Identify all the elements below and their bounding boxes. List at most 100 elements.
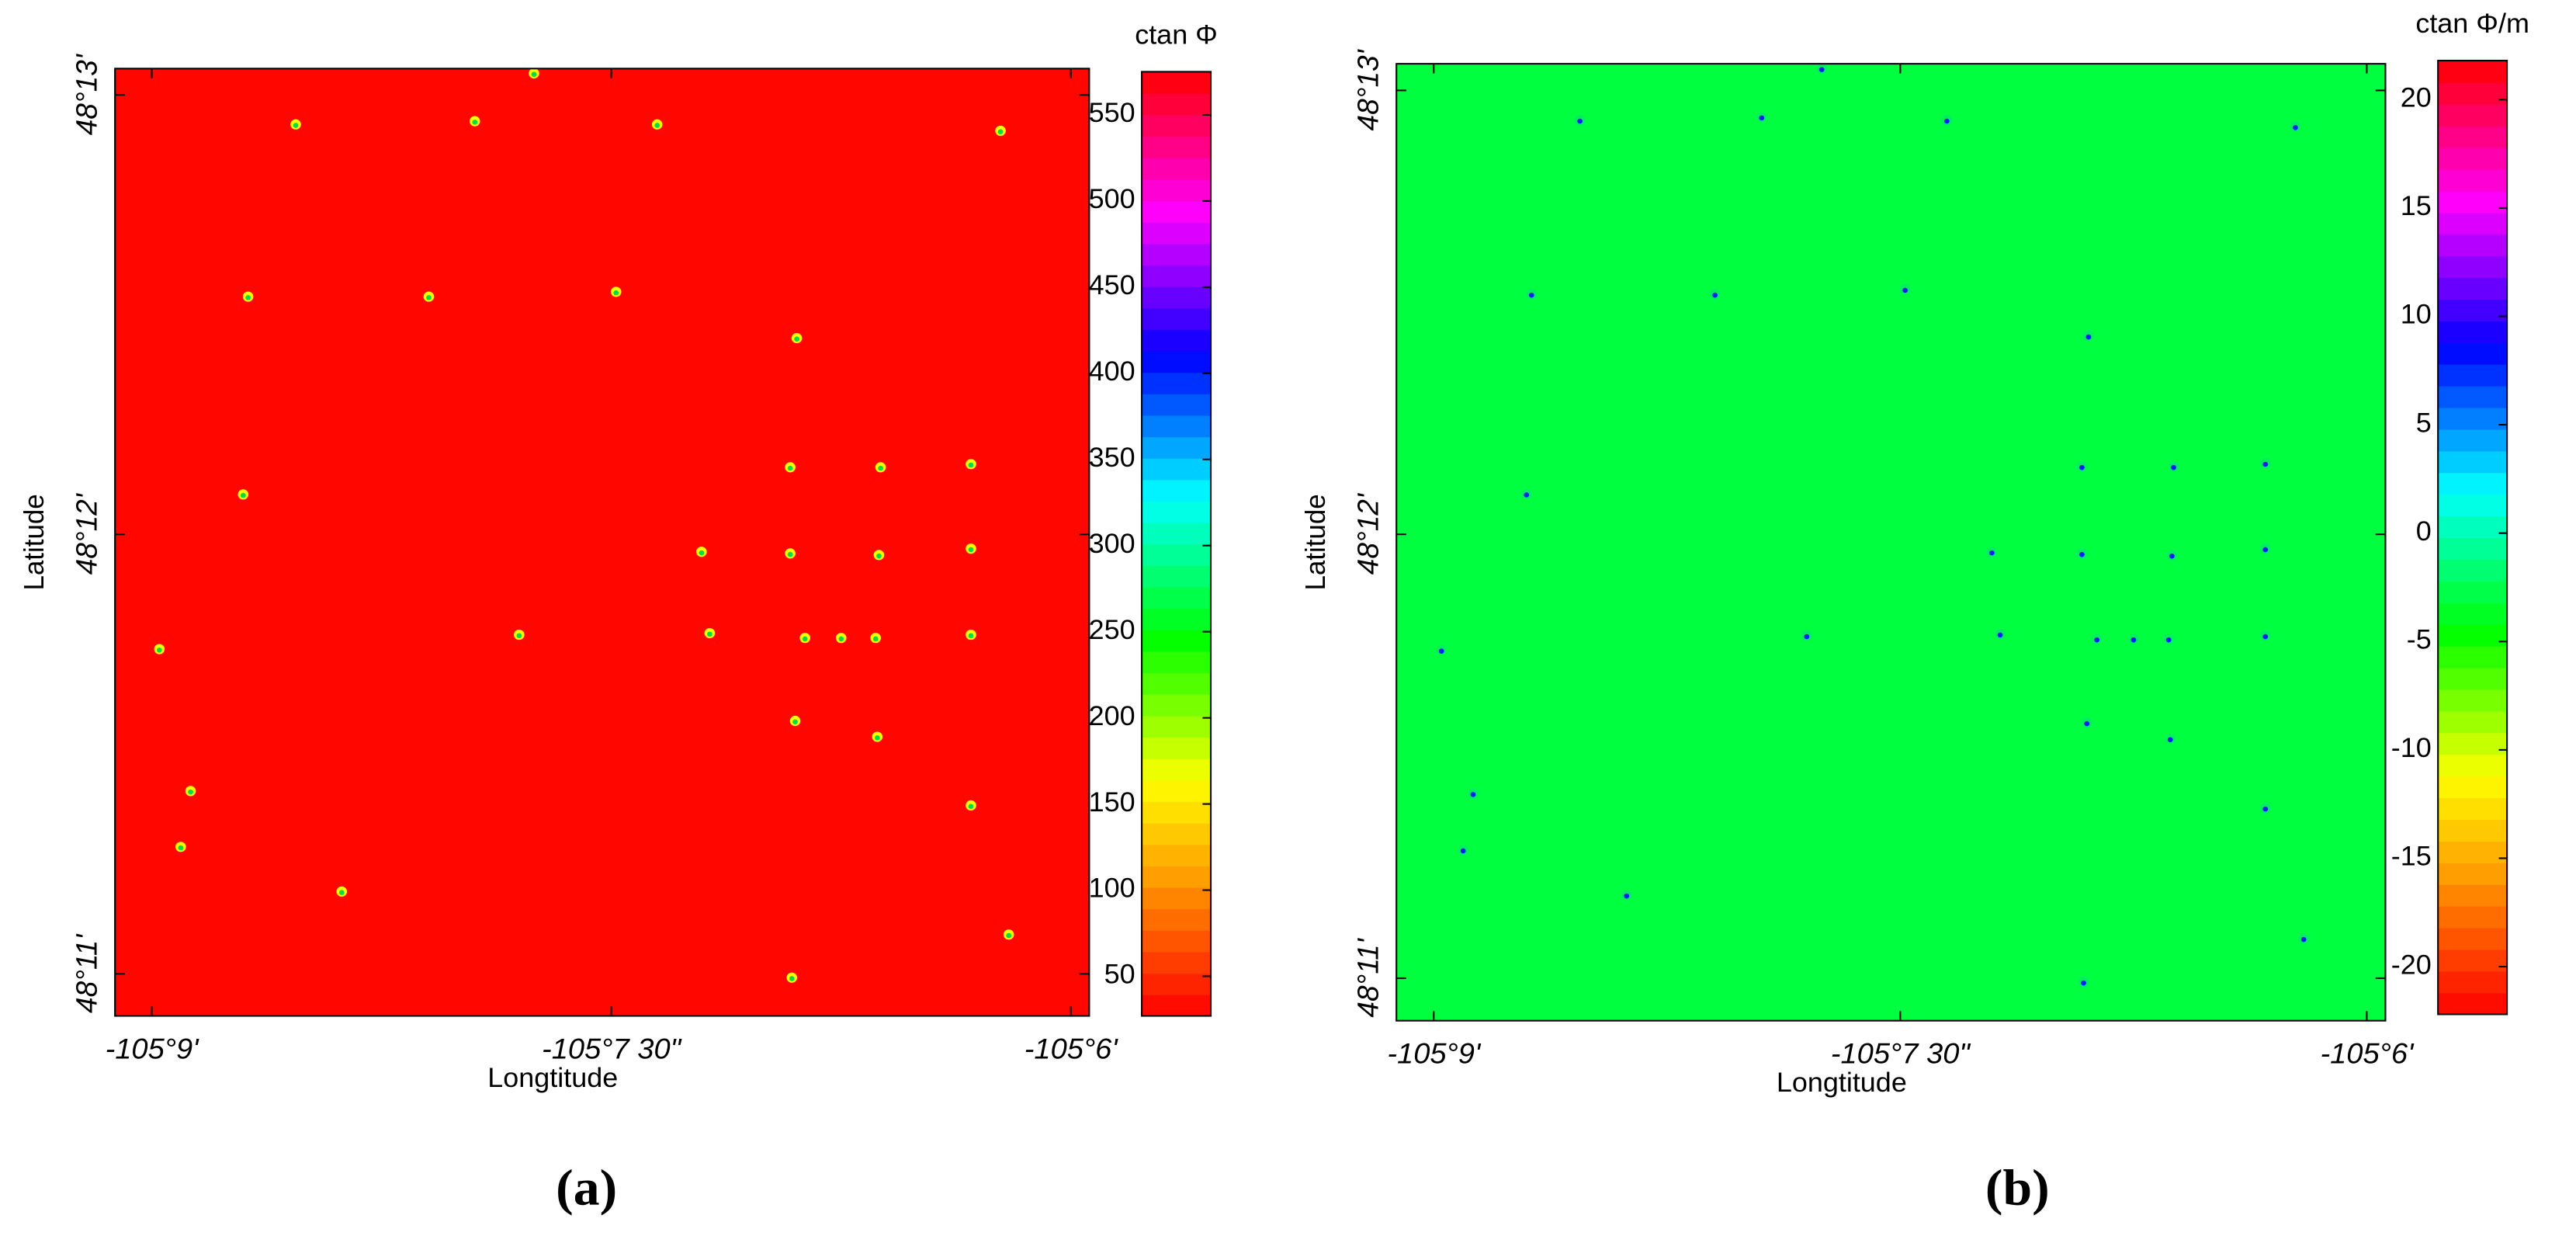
colorbar-band bbox=[2438, 863, 2508, 885]
colorbar-band bbox=[1142, 651, 1212, 674]
anomaly-spot-core bbox=[2078, 464, 2085, 470]
colorbar-band bbox=[2438, 667, 2508, 690]
colorbar-band bbox=[2438, 623, 2508, 647]
colorbar-label: ctan Φ/m bbox=[2415, 9, 2529, 39]
colorbar-band bbox=[2438, 494, 2508, 517]
colorbar-band bbox=[2438, 559, 2508, 582]
anomaly-spot-core bbox=[1759, 115, 1765, 121]
colorbar-band bbox=[2438, 147, 2508, 170]
colorbar-band bbox=[1142, 136, 1212, 158]
colorbar-band bbox=[2438, 754, 2508, 777]
heatmap-background bbox=[1396, 64, 2386, 1021]
y-tick-label: 48°12' bbox=[70, 492, 103, 575]
colorbar-band bbox=[1142, 737, 1212, 759]
colorbar-band bbox=[2438, 927, 2508, 950]
anomaly-spot-core bbox=[338, 890, 345, 895]
colorbar-band bbox=[2438, 645, 2508, 668]
colorbar-tick-label: -15 bbox=[2391, 841, 2432, 871]
colorbar-tick-label: 350 bbox=[1089, 442, 1135, 472]
colorbar-band bbox=[2438, 797, 2508, 821]
colorbar-band bbox=[2438, 385, 2508, 408]
colorbar-band bbox=[2438, 732, 2508, 755]
colorbar-band bbox=[1142, 973, 1212, 995]
colorbar-band bbox=[1142, 543, 1212, 566]
colorbar-band bbox=[2438, 949, 2508, 972]
colorbar-band bbox=[1142, 221, 1212, 245]
colorbar-band bbox=[1142, 179, 1212, 202]
heatmap-background bbox=[115, 68, 1090, 1016]
anomaly-spot-core bbox=[2094, 637, 2100, 643]
colorbar-band bbox=[2438, 103, 2508, 127]
colorbar-band bbox=[2438, 342, 2508, 365]
colorbar-band bbox=[1142, 951, 1212, 974]
colorbar-frame bbox=[2437, 60, 2508, 1016]
anomaly-spot-core bbox=[613, 290, 619, 296]
anomaly-spot-core bbox=[156, 648, 162, 653]
anomaly-spot-core bbox=[2165, 637, 2172, 643]
anomaly-spot-core bbox=[2171, 464, 2176, 470]
colorbar-band bbox=[1142, 350, 1212, 373]
panel: -105°9' -105°7 30" -105°6' 48°11' 48°12' 48°1… bbox=[19, 19, 1218, 1216]
colorbar-band bbox=[2438, 905, 2508, 929]
colorbar-band bbox=[2438, 277, 2508, 300]
anomaly-spot-core bbox=[787, 465, 793, 471]
y-tick-label: 48°12' bbox=[1351, 492, 1385, 575]
anomaly-spot-core bbox=[245, 295, 251, 300]
colorbar-band bbox=[1142, 929, 1212, 953]
colorbar-label: ctan Φ bbox=[1135, 19, 1218, 50]
anomaly-spot-core bbox=[1528, 292, 1534, 298]
anomaly-spot-core bbox=[2130, 637, 2137, 643]
anomaly-spot-core bbox=[1804, 634, 1810, 640]
x-tick-label: -105°7 30" bbox=[1831, 1037, 1971, 1069]
x-tick-label: -105°6' bbox=[1025, 1033, 1119, 1064]
anomaly-spot-core bbox=[997, 129, 1004, 134]
anomaly-spot-core bbox=[792, 719, 798, 725]
colorbar-tick-label: 200 bbox=[1089, 700, 1135, 731]
colorbar-band bbox=[2438, 450, 2508, 474]
colorbar-tick-label: 450 bbox=[1089, 270, 1135, 300]
colorbar-frame bbox=[1141, 71, 1212, 1017]
anomaly-spot-core bbox=[426, 295, 432, 300]
anomaly-spot-core bbox=[2084, 720, 2090, 727]
anomaly-spot-core bbox=[838, 636, 844, 642]
anomaly-spot-core bbox=[794, 336, 799, 342]
anomaly-spot-core bbox=[240, 492, 246, 498]
colorbar-band bbox=[1142, 200, 1212, 223]
colorbar-band bbox=[1142, 157, 1212, 180]
anomaly-spot-core bbox=[1988, 550, 1995, 556]
colorbar-band bbox=[2438, 363, 2508, 387]
colorbar-tick-label: 250 bbox=[1089, 614, 1135, 644]
colorbar-band bbox=[1142, 908, 1212, 931]
colorbar-band bbox=[1142, 329, 1212, 352]
colorbar-tick-label: 500 bbox=[1089, 184, 1135, 214]
colorbar-tick-label: 50 bbox=[1104, 959, 1135, 989]
colorbar-tick-label: 150 bbox=[1089, 786, 1135, 817]
colorbar-band bbox=[2438, 82, 2508, 105]
colorbar-band bbox=[1142, 715, 1212, 738]
colorbar-band bbox=[1142, 436, 1212, 459]
anomaly-spot-core bbox=[1006, 932, 1012, 939]
colorbar-tick-label: 100 bbox=[1089, 873, 1135, 903]
anomaly-spot-core bbox=[1470, 792, 1476, 797]
colorbar-band bbox=[2438, 125, 2508, 148]
colorbar-band bbox=[1142, 93, 1212, 116]
colorbar-band bbox=[1142, 479, 1212, 502]
colorbar-band bbox=[2438, 168, 2508, 192]
colorbar-tick-label: 15 bbox=[2401, 191, 2432, 221]
colorbar-band bbox=[1142, 243, 1212, 266]
anomaly-spot-core bbox=[516, 633, 522, 639]
colorbar-band bbox=[1142, 822, 1212, 845]
colorbar-band bbox=[2438, 970, 2508, 994]
colorbar-band bbox=[1142, 630, 1212, 652]
colorbar-band bbox=[2438, 234, 2508, 257]
anomaly-spot-core bbox=[178, 845, 184, 851]
colorbar-band bbox=[1142, 372, 1212, 394]
anomaly-spot-core bbox=[789, 976, 795, 981]
anomaly-spot-core bbox=[2169, 553, 2175, 559]
anomaly-spot-core bbox=[1943, 118, 1950, 124]
colorbar-band bbox=[1142, 608, 1212, 630]
colorbar-band bbox=[2438, 299, 2508, 321]
anomaly-spot-core bbox=[1577, 118, 1583, 124]
colorbar-band bbox=[1142, 866, 1212, 888]
colorbar-band bbox=[1142, 71, 1212, 94]
